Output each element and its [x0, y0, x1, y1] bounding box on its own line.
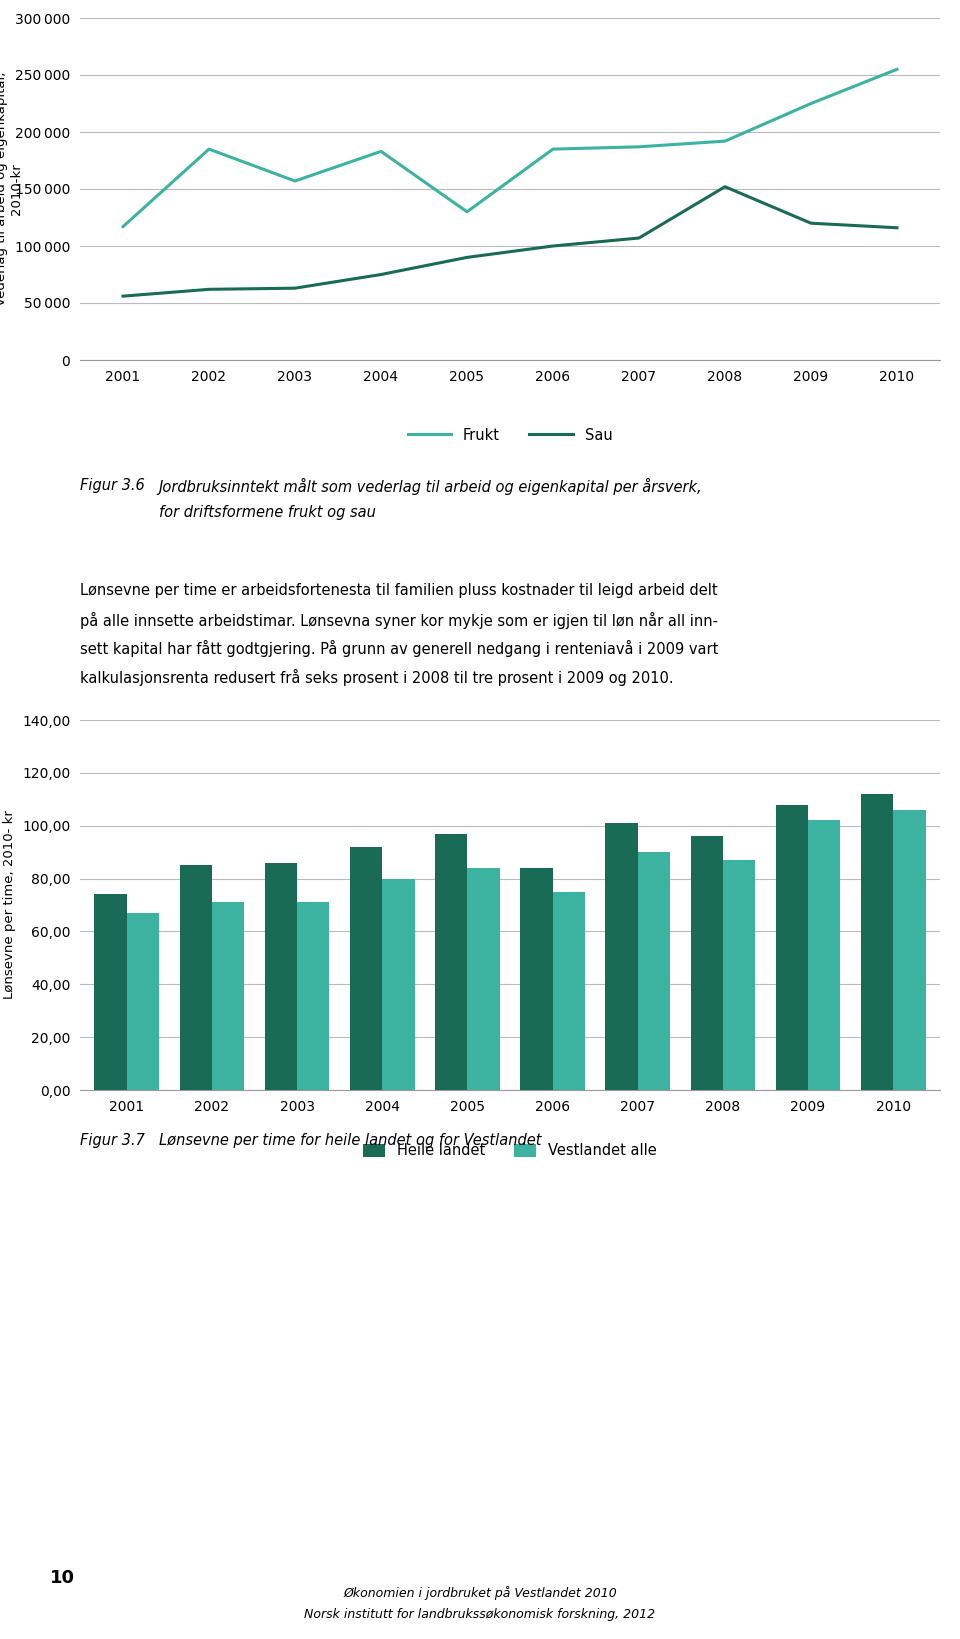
Bar: [808, 821, 840, 1090]
Text: kalkulasjonsrenta redusert frå seks prosent i 2008 til tre prosent i 2009 og 201: kalkulasjonsrenta redusert frå seks pros…: [80, 669, 674, 687]
Text: for driftsformene frukt og sau: for driftsformene frukt og sau: [158, 505, 375, 520]
Bar: [265, 862, 298, 1090]
Text: 10: 10: [50, 1569, 75, 1587]
Text: på alle innsette arbeidstimar. Lønsevna syner kor mykje som er igjen til løn når: på alle innsette arbeidstimar. Lønsevna …: [80, 611, 718, 629]
Bar: [298, 903, 329, 1090]
Text: Økonomien i jordbruket på Vestlandet 2010: Økonomien i jordbruket på Vestlandet 201…: [343, 1585, 617, 1600]
Text: Figur 3.7: Figur 3.7: [80, 1133, 145, 1147]
Legend: Frukt, Sau: Frukt, Sau: [402, 421, 618, 449]
Bar: [553, 892, 585, 1090]
Bar: [723, 860, 756, 1090]
Bar: [435, 834, 468, 1090]
Bar: [690, 836, 723, 1090]
Text: Jordbruksinntekt målt som vederlag til arbeid og eigenkapital per årsverk,: Jordbruksinntekt målt som vederlag til a…: [158, 479, 703, 495]
Text: Lønsevne per time for heile landet og for Vestlandet: Lønsevne per time for heile landet og fo…: [158, 1133, 541, 1147]
Text: Norsk institutt for landbrukssøkonomisk forskning, 2012: Norsk institutt for landbrukssøkonomisk …: [304, 1608, 656, 1621]
Bar: [180, 865, 212, 1090]
Bar: [382, 879, 415, 1090]
Bar: [468, 869, 500, 1090]
Legend: Heile landet, Vestlandet alle: Heile landet, Vestlandet alle: [357, 1137, 662, 1164]
Bar: [606, 823, 637, 1090]
Bar: [94, 895, 127, 1090]
Y-axis label: Vederlag til arbeid og eigenkapital,
2010-kr: Vederlag til arbeid og eigenkapital, 201…: [0, 72, 23, 306]
Bar: [861, 793, 893, 1090]
Bar: [520, 869, 553, 1090]
Bar: [637, 852, 670, 1090]
Bar: [350, 847, 382, 1090]
Text: Figur 3.6: Figur 3.6: [80, 479, 145, 493]
Bar: [776, 805, 808, 1090]
Bar: [893, 810, 925, 1090]
Y-axis label: Lønsevne per time, 2010- kr: Lønsevne per time, 2010- kr: [4, 811, 16, 1000]
Bar: [127, 913, 159, 1090]
Text: Lønsevne per time er arbeidsfortenesta til familien pluss kostnader til leigd ar: Lønsevne per time er arbeidsfortenesta t…: [80, 583, 718, 598]
Bar: [212, 903, 245, 1090]
Text: sett kapital har fått godtgjering. På grunn av generell nedgang i renteniavå i 2: sett kapital har fått godtgjering. På gr…: [80, 641, 718, 657]
